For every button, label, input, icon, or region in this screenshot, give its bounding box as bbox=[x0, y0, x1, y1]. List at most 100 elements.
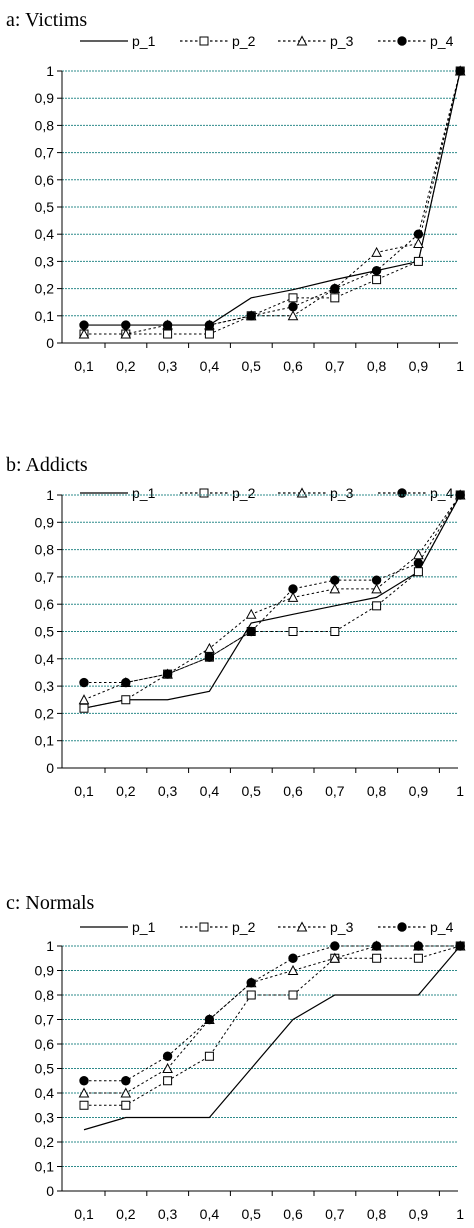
y-tick-label: 0 bbox=[46, 1183, 54, 1199]
x-tick-label: 0,3 bbox=[158, 1206, 178, 1222]
y-tick-label: 1 bbox=[46, 487, 54, 503]
y-tick-label: 1 bbox=[46, 938, 54, 954]
data-point-p_2 bbox=[413, 567, 423, 577]
legend-label-p_3: p_3 bbox=[330, 919, 354, 935]
y-tick-label: 0,7 bbox=[35, 569, 55, 585]
legend-label-p_2: p_2 bbox=[232, 485, 256, 501]
series-line-p_1 bbox=[84, 70, 461, 326]
y-tick-label: 0,7 bbox=[35, 145, 55, 161]
series-p_1 bbox=[84, 70, 461, 326]
data-point-p_2 bbox=[163, 1076, 173, 1086]
y-tick-label: 0,5 bbox=[35, 624, 55, 640]
x-tick-label: 0,3 bbox=[158, 358, 178, 374]
data-point-p_3 bbox=[413, 549, 424, 560]
x-tick-label: 0,6 bbox=[283, 783, 303, 799]
data-point-p_3 bbox=[78, 694, 90, 705]
x-tick-label: 1 bbox=[456, 1206, 464, 1222]
chart-panel-1: a: Victims p_1 p_2 p_3 p_4 0 0,1 0,2 0,3 0,4 0,5 0,… bbox=[6, 9, 466, 374]
x-tick-label: 0,8 bbox=[367, 358, 387, 374]
data-point-p_2 bbox=[204, 329, 214, 339]
y-tick-label: 0,8 bbox=[35, 542, 55, 558]
x-tick-label: 0,4 bbox=[200, 1206, 220, 1222]
chart-title: c: Normals bbox=[6, 892, 95, 914]
x-tick-label: 0,5 bbox=[241, 358, 261, 374]
series-line-p_4 bbox=[84, 494, 461, 684]
x-tick-label: 0,6 bbox=[283, 1206, 303, 1222]
data-point-p_2 bbox=[413, 953, 423, 963]
y-tick-label: 0,2 bbox=[35, 281, 55, 297]
data-point-p_2 bbox=[372, 601, 382, 611]
data-point-p_2 bbox=[204, 1051, 214, 1061]
data-point-p_2 bbox=[288, 627, 298, 636]
x-tick-label: 0,6 bbox=[283, 358, 303, 374]
y-tick-label: 0,6 bbox=[35, 596, 55, 612]
data-point-p_4 bbox=[288, 584, 298, 594]
series-line-p_1 bbox=[83, 494, 461, 709]
legend: p_1 p_2 p_3 p_4 bbox=[80, 919, 454, 935]
legend-label-p_1: p_1 bbox=[132, 919, 156, 935]
y-tick-label: 0,2 bbox=[35, 1134, 55, 1150]
x-tick-label: 0,1 bbox=[74, 783, 94, 799]
y-tick-label: 0,9 bbox=[35, 90, 55, 106]
data-point-p_4 bbox=[162, 669, 173, 679]
y-tick-label: 0,6 bbox=[35, 172, 55, 188]
chart-title: a: Victims bbox=[6, 9, 87, 31]
x-tick-label: 1 bbox=[456, 358, 464, 374]
data-point-p_2 bbox=[330, 293, 340, 303]
data-point-p_2 bbox=[330, 627, 340, 636]
data-point-p_4 bbox=[121, 1076, 131, 1086]
data-point-p_2 bbox=[372, 953, 382, 963]
data-point-p_2 bbox=[288, 990, 298, 1000]
x-tick-label: 1 bbox=[456, 783, 464, 799]
x-tick-label: 0,5 bbox=[241, 783, 261, 799]
y-tick-label: 0 bbox=[46, 760, 54, 776]
y-tick-label: 0,3 bbox=[35, 678, 55, 694]
series-line-p_2 bbox=[84, 70, 461, 335]
y-tick-label: 0,8 bbox=[35, 987, 55, 1003]
data-point-p_3 bbox=[204, 642, 215, 653]
series-line-p_3 bbox=[84, 70, 461, 335]
series-line-p_2 bbox=[83, 494, 461, 709]
legend-label-p_3: p_3 bbox=[330, 485, 354, 501]
legend-label-p_4: p_4 bbox=[430, 33, 454, 49]
series-line-p_2 bbox=[84, 945, 461, 1106]
series-line-p_3 bbox=[83, 494, 461, 701]
data-point-p_3 bbox=[287, 310, 299, 321]
data-point-p_2 bbox=[121, 1100, 131, 1110]
y-tick-label: 0,4 bbox=[35, 651, 55, 667]
series-p_4 bbox=[79, 941, 465, 1086]
data-point-p_2 bbox=[413, 256, 423, 266]
series-line-p_1 bbox=[83, 945, 461, 1131]
legend-label-p_2: p_2 bbox=[232, 33, 256, 49]
y-tick-label: 0,1 bbox=[35, 308, 55, 324]
data-point-p_4 bbox=[413, 941, 424, 951]
data-point-p_4 bbox=[371, 941, 382, 951]
data-point-p_4 bbox=[330, 941, 340, 951]
data-point-p_4 bbox=[288, 953, 298, 963]
y-tick-label: 0,9 bbox=[35, 514, 55, 530]
data-point-p_4 bbox=[79, 320, 89, 330]
data-point-p_3 bbox=[287, 591, 299, 602]
data-point-p_4 bbox=[413, 558, 424, 568]
data-point-p_4 bbox=[246, 311, 256, 321]
series-p_1 bbox=[83, 494, 461, 709]
legend-marker-p_4 bbox=[397, 36, 407, 46]
data-point-p_3 bbox=[78, 1087, 90, 1098]
y-tick-label: 0,5 bbox=[35, 199, 55, 215]
legend-marker-p_4 bbox=[397, 922, 407, 932]
x-tick-label: 0,9 bbox=[409, 358, 429, 374]
data-point-p_4 bbox=[204, 1014, 215, 1025]
data-point-p_4 bbox=[79, 677, 89, 688]
y-tick-label: 0 bbox=[46, 335, 54, 351]
series-p_4 bbox=[79, 66, 465, 330]
series-line-p_4 bbox=[84, 945, 461, 1082]
x-tick-label: 0,1 bbox=[74, 358, 94, 374]
x-tick-label: 0,7 bbox=[325, 358, 345, 374]
series-p_1 bbox=[83, 945, 461, 1131]
legend-label-p_3: p_3 bbox=[330, 33, 354, 49]
data-point-p_2 bbox=[246, 990, 256, 1000]
x-tick-label: 0,8 bbox=[367, 1206, 387, 1222]
chart-title: b: Addicts bbox=[6, 454, 88, 476]
x-tick-label: 0,5 bbox=[241, 1206, 261, 1222]
data-point-p_4 bbox=[162, 320, 173, 330]
